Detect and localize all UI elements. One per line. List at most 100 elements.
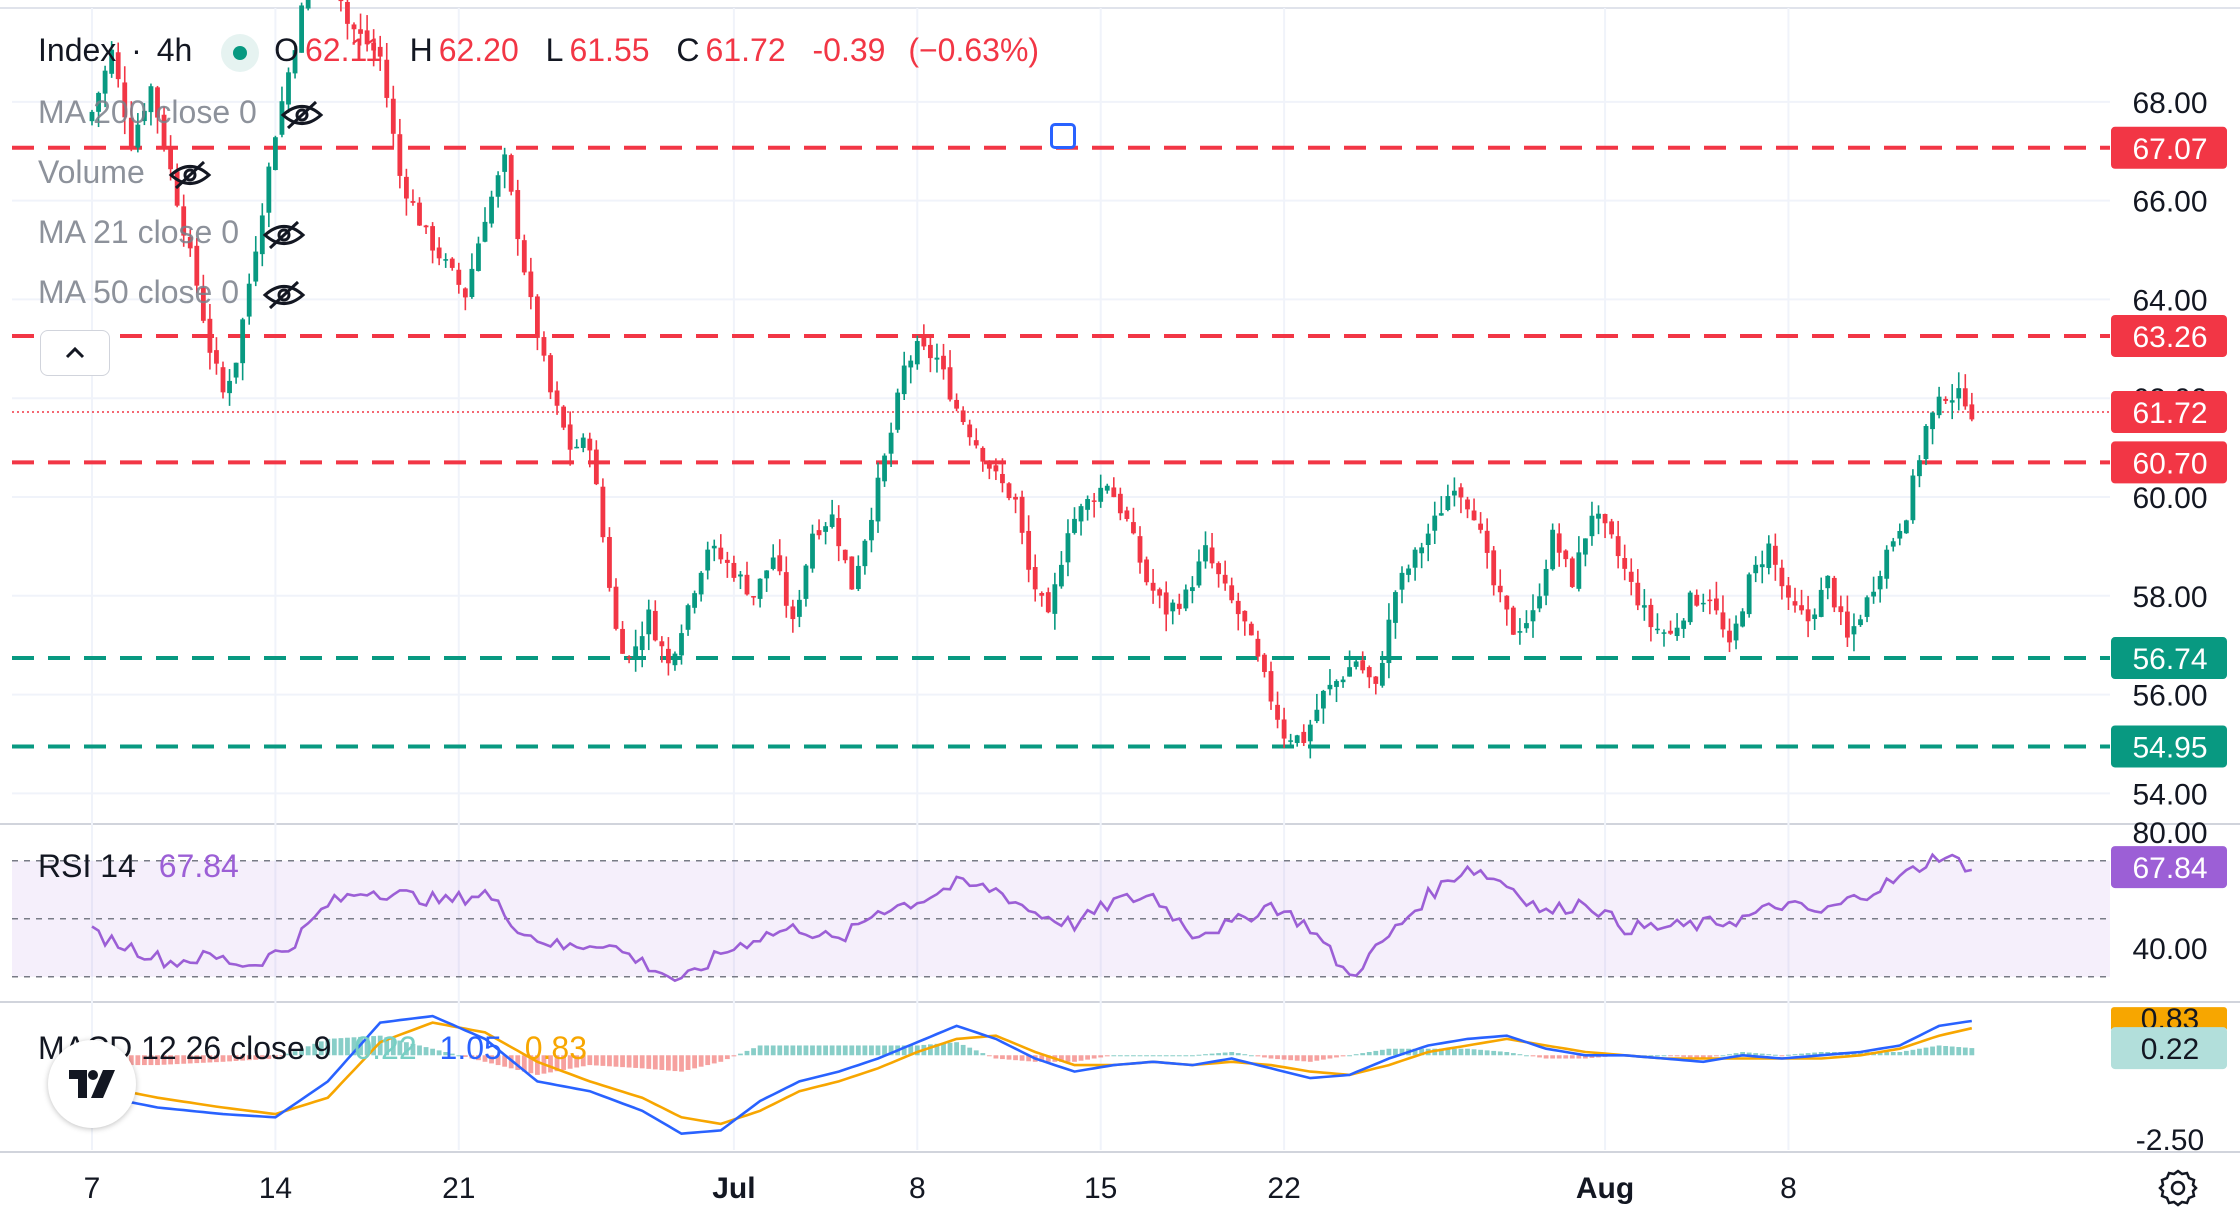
macd-histogram-bar <box>1884 1052 1890 1056</box>
interval-label[interactable]: 4h <box>156 32 193 68</box>
tradingview-logo[interactable] <box>48 1040 136 1128</box>
symbol-name[interactable]: Index <box>38 32 117 68</box>
macd-histogram-bar <box>1687 1055 1693 1058</box>
macd-histogram-bar <box>318 1041 324 1056</box>
macd-histogram-bar <box>449 1053 455 1056</box>
rsi-value-tag <box>2111 846 2227 889</box>
candle-body <box>1668 630 1673 634</box>
ma200-legend[interactable]: MA 200 close 0 <box>38 94 324 131</box>
macd-histogram-bar <box>1334 1055 1339 1058</box>
candle-body <box>1307 724 1313 742</box>
time-axis-label: Aug <box>1576 1172 1634 1205</box>
candle-body <box>1425 533 1431 546</box>
macd-histogram-bar <box>1923 1047 1929 1056</box>
candle-body <box>1825 575 1831 589</box>
macd-histogram-bar <box>731 1055 737 1057</box>
macd-histogram-bar <box>338 1038 344 1056</box>
eye-off-icon[interactable] <box>262 280 306 310</box>
eye-off-icon[interactable] <box>280 100 324 130</box>
candle-body <box>417 202 422 226</box>
macd-histogram-bar <box>1537 1055 1542 1058</box>
candle-body <box>862 540 868 567</box>
candle-body <box>561 406 566 428</box>
candle-body <box>220 367 226 393</box>
macd-histogram-bar <box>711 1055 717 1064</box>
candle-body <box>908 360 914 368</box>
macd-histogram-bar <box>973 1050 979 1056</box>
macd-histogram-bar <box>1019 1055 1025 1061</box>
candle-body <box>1465 499 1470 510</box>
macd-histogram-bar <box>1045 1055 1051 1062</box>
candle-body <box>960 410 966 423</box>
level-price-tag <box>2111 391 2227 434</box>
candle-body <box>246 283 252 317</box>
candle-body <box>233 362 239 378</box>
macd-histogram-bar <box>928 1044 933 1056</box>
drawing-anchor-handle[interactable] <box>1050 123 1076 149</box>
candle-body <box>1176 603 1182 609</box>
ma50-legend[interactable]: MA 50 close 0 <box>38 274 306 311</box>
rsi-value: 67.84 <box>158 848 239 884</box>
candle-body <box>364 30 370 45</box>
candle-body <box>521 240 527 273</box>
gear-icon[interactable] <box>2158 1168 2198 1208</box>
candle-body <box>1510 607 1516 635</box>
macd-histogram-bar <box>1353 1054 1359 1056</box>
macd-histogram-bar <box>135 1055 141 1066</box>
candle-body <box>921 337 927 347</box>
candle-body <box>823 526 828 532</box>
candle-body <box>1556 533 1562 553</box>
candle-body <box>829 514 835 527</box>
candle-body <box>495 175 501 197</box>
macd-histogram-bar <box>1956 1047 1962 1056</box>
rsi-legend[interactable]: RSI 14 67.84 <box>38 848 239 885</box>
collapse-legend-button[interactable] <box>40 330 110 376</box>
macd-histogram-bar <box>148 1055 154 1066</box>
candle-body <box>128 117 134 148</box>
macd-histogram-bar <box>227 1055 232 1062</box>
macd-histogram-bar <box>1072 1055 1077 1062</box>
macd-histogram-bar <box>1510 1053 1516 1056</box>
eye-off-icon[interactable] <box>262 220 306 250</box>
candle-body <box>1740 611 1745 627</box>
candle-body <box>155 87 160 118</box>
macd-histogram-bar <box>829 1045 835 1056</box>
level-price-tag <box>2111 314 2227 357</box>
macd-histogram-bar <box>1877 1052 1883 1056</box>
candle-body <box>882 455 887 482</box>
macd-histogram-bar <box>1753 1053 1759 1056</box>
candle-body <box>1196 561 1202 586</box>
macd-histogram-bar <box>666 1055 671 1071</box>
candle-body <box>535 296 540 338</box>
candle-body <box>1609 521 1614 535</box>
volume-legend[interactable]: Volume <box>38 154 212 191</box>
macd-histogram-bar <box>1740 1052 1745 1056</box>
rsi-value-label: 67.84 <box>2132 852 2207 885</box>
eye-off-icon[interactable] <box>168 160 212 190</box>
price-axis-label: 68.00 <box>2132 87 2207 120</box>
candle-body <box>102 70 108 94</box>
candle-body <box>855 565 861 589</box>
candle-body <box>462 288 468 298</box>
macd-histogram-bar <box>1111 1055 1117 1057</box>
candle-body <box>456 269 462 285</box>
candle-body <box>1792 601 1798 606</box>
candle-body <box>1288 740 1294 742</box>
ma21-legend[interactable]: MA 21 close 0 <box>38 214 306 251</box>
macd-histogram-bar <box>331 1038 337 1056</box>
macd-histogram-bar <box>462 1055 468 1057</box>
macd-histogram-bar <box>941 1043 946 1056</box>
macd-histogram-bar <box>1340 1055 1346 1057</box>
macd-histogram-bar <box>1707 1055 1713 1058</box>
macd-histogram-bar <box>764 1045 770 1056</box>
macd-histogram-bar <box>1569 1055 1575 1059</box>
candle-body <box>607 536 612 588</box>
candle-body <box>914 341 920 365</box>
time-axis-label: 14 <box>259 1172 292 1205</box>
candle-body <box>122 82 128 118</box>
candle-body <box>1851 626 1857 635</box>
macd-histogram-bar <box>417 1045 422 1056</box>
candle-body <box>174 171 180 206</box>
macd-histogram-bar <box>849 1045 855 1056</box>
